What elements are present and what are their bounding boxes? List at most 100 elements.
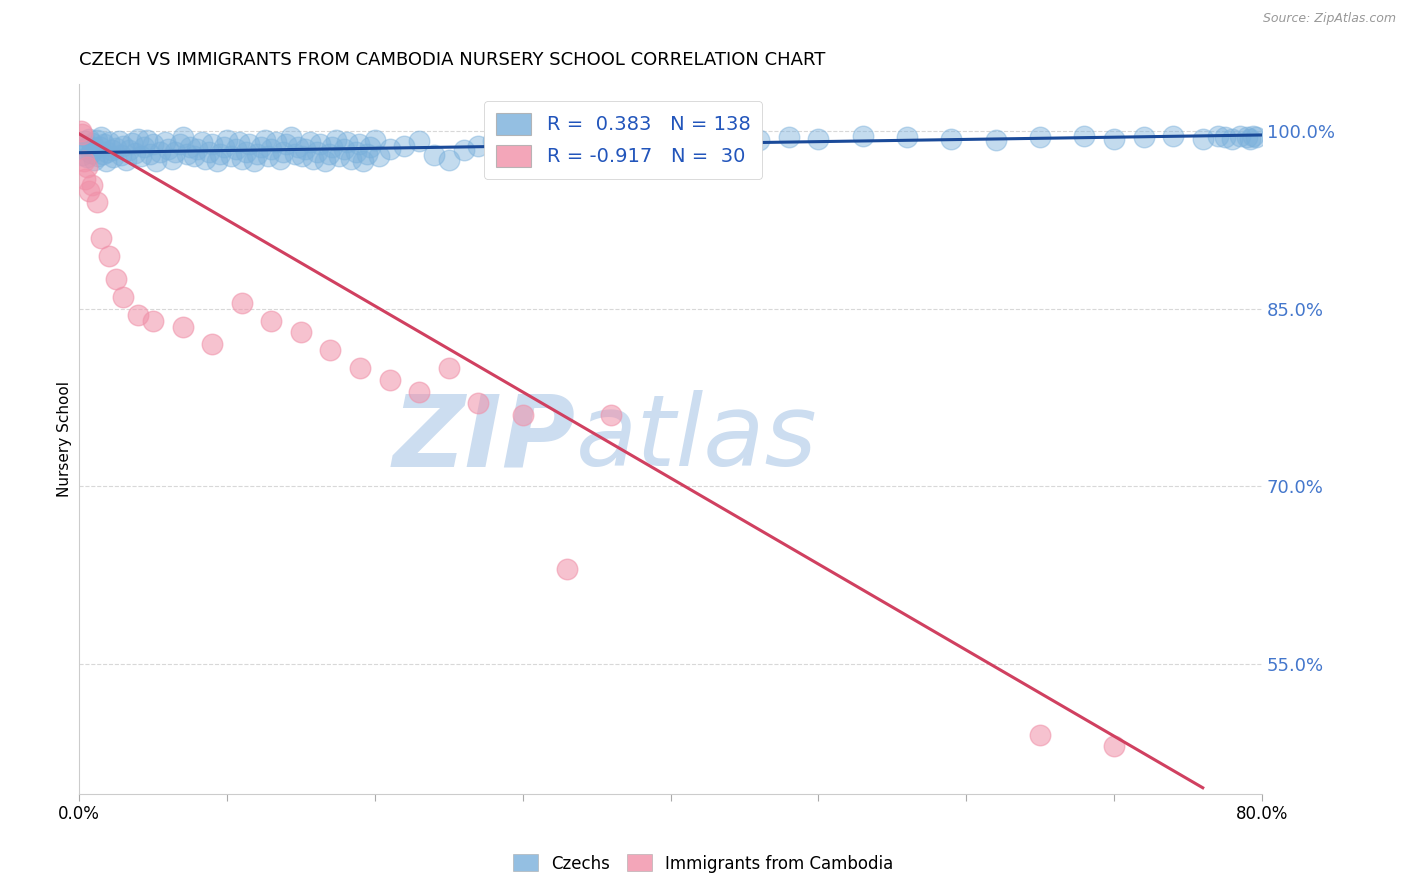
Point	[136, 133, 159, 147]
Legend: Czechs, Immigrants from Cambodia: Czechs, Immigrants from Cambodia	[506, 847, 900, 880]
Point	[254, 133, 277, 147]
Point	[72, 142, 94, 156]
Point	[105, 272, 128, 286]
Point	[77, 138, 100, 153]
Legend: R =  0.383   N = 138, R = -0.917   N =  30: R = 0.383 N = 138, R = -0.917 N = 30	[485, 101, 762, 179]
Point	[1191, 131, 1213, 145]
Point	[260, 142, 283, 156]
Point	[1229, 129, 1251, 144]
Point	[70, 127, 93, 141]
Point	[93, 137, 115, 152]
Point	[76, 160, 98, 174]
Text: CZECH VS IMMIGRANTS FROM CAMBODIA NURSERY SCHOOL CORRELATION CHART: CZECH VS IMMIGRANTS FROM CAMBODIA NURSER…	[79, 51, 825, 69]
Point	[852, 129, 875, 144]
Point	[496, 129, 519, 144]
Point	[467, 396, 489, 410]
Point	[1132, 130, 1154, 145]
Point	[124, 145, 146, 160]
Point	[423, 148, 446, 162]
Point	[89, 140, 111, 154]
Point	[333, 142, 356, 156]
Point	[179, 140, 201, 154]
Point	[153, 135, 176, 149]
Point	[225, 142, 247, 156]
Point	[183, 149, 205, 163]
Point	[437, 360, 460, 375]
Text: atlas: atlas	[576, 391, 817, 487]
Point	[242, 153, 264, 168]
Point	[118, 144, 141, 158]
Point	[86, 195, 108, 210]
Point	[1029, 727, 1052, 741]
Point	[172, 319, 194, 334]
Point	[235, 145, 257, 159]
Point	[364, 133, 387, 147]
Point	[408, 384, 430, 399]
Point	[112, 290, 135, 304]
Point	[644, 133, 666, 147]
Point	[318, 147, 340, 161]
Point	[274, 137, 297, 152]
Point	[307, 145, 329, 159]
Point	[356, 147, 378, 161]
Point	[437, 153, 460, 167]
Point	[378, 142, 401, 156]
Point	[212, 140, 235, 154]
Point	[284, 147, 307, 161]
Point	[453, 144, 475, 158]
Point	[280, 130, 302, 145]
Point	[97, 249, 120, 263]
Point	[264, 135, 287, 149]
Point	[208, 147, 231, 161]
Point	[162, 152, 184, 166]
Point	[1029, 130, 1052, 145]
Point	[526, 144, 548, 158]
Point	[585, 148, 607, 162]
Point	[600, 409, 623, 423]
Point	[321, 140, 343, 154]
Point	[287, 140, 309, 154]
Point	[127, 308, 149, 322]
Point	[231, 152, 253, 166]
Point	[309, 137, 332, 152]
Point	[134, 140, 156, 154]
Point	[72, 153, 94, 168]
Y-axis label: Nursery School: Nursery School	[58, 381, 72, 497]
Point	[1241, 129, 1264, 144]
Point	[314, 153, 336, 168]
Point	[941, 131, 963, 145]
Point	[352, 153, 374, 168]
Point	[659, 131, 682, 145]
Point	[79, 184, 101, 198]
Point	[100, 144, 122, 158]
Point	[231, 296, 253, 310]
Point	[201, 137, 224, 152]
Point	[328, 149, 350, 163]
Point	[142, 313, 165, 327]
Point	[201, 337, 224, 351]
Point	[80, 145, 103, 160]
Point	[1220, 131, 1243, 145]
Point	[94, 153, 117, 168]
Point	[198, 145, 221, 159]
Point	[301, 152, 323, 166]
Point	[1206, 129, 1229, 144]
Point	[408, 134, 430, 148]
Point	[82, 178, 104, 192]
Point	[96, 145, 118, 159]
Point	[778, 130, 800, 145]
Point	[614, 138, 637, 153]
Point	[1102, 131, 1125, 145]
Point	[340, 152, 363, 166]
Point	[319, 343, 342, 358]
Point	[512, 409, 534, 423]
Point	[69, 124, 91, 138]
Point	[269, 152, 291, 166]
Point	[86, 133, 108, 147]
Point	[1244, 130, 1267, 145]
Point	[101, 151, 124, 165]
Point	[260, 313, 283, 327]
Point	[748, 133, 770, 147]
Point	[1239, 131, 1261, 145]
Point	[245, 147, 267, 161]
